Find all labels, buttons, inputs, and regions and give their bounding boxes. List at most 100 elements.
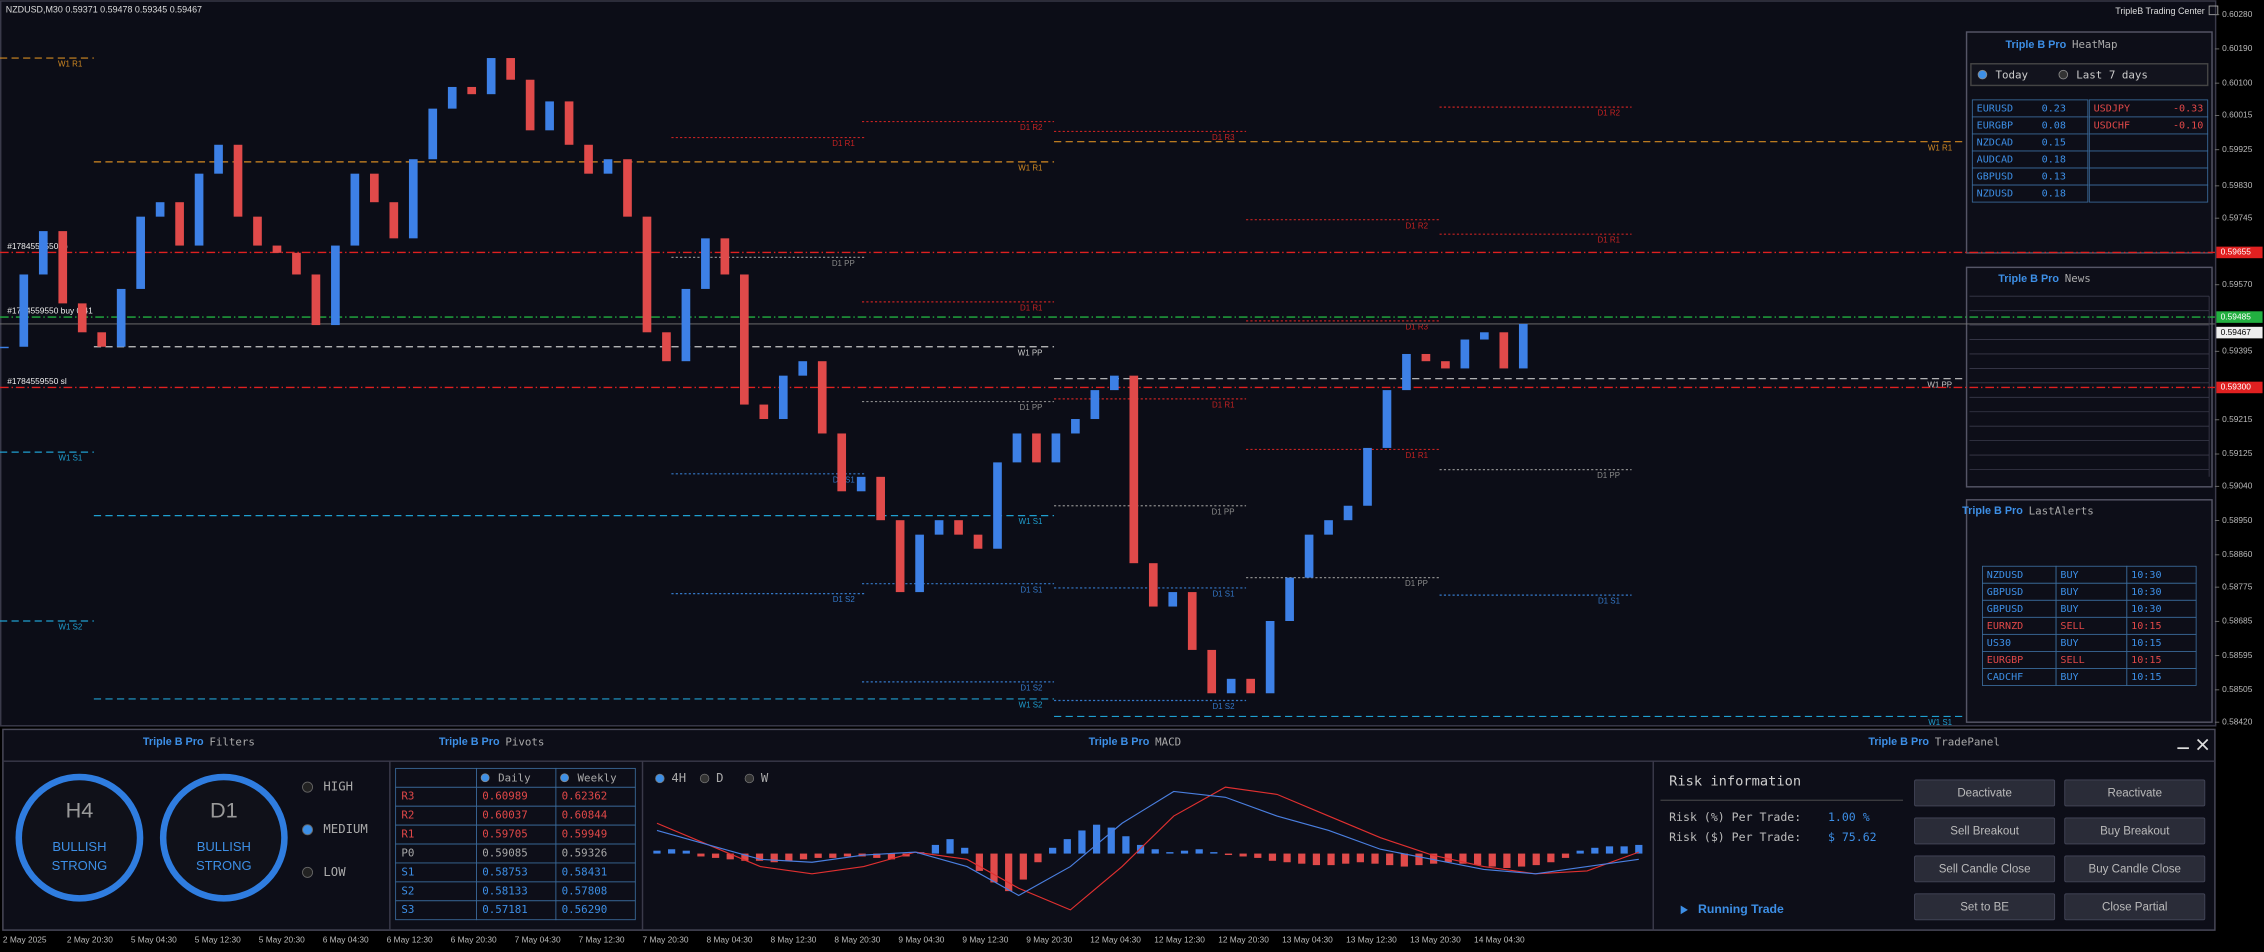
running-arrow	[1680, 905, 1688, 915]
candle	[584, 144, 593, 174]
candle	[837, 433, 847, 492]
pivot-level-label: D1 R3	[1405, 322, 1428, 331]
panel-brand: Triple B Pro	[1998, 273, 2059, 285]
x-tick-label: 5 May 12:30	[195, 934, 241, 944]
macd-bar	[1195, 849, 1203, 854]
alert-text: 10:15	[2131, 672, 2161, 683]
radio[interactable]	[302, 824, 314, 836]
candle	[233, 144, 243, 217]
close-button[interactable]	[2196, 738, 2209, 751]
radio[interactable]	[302, 866, 314, 878]
candle	[389, 202, 399, 239]
pivot-level-label: W1 R1	[1928, 143, 1953, 152]
macd-bar	[1400, 853, 1408, 867]
x-tick-label: 7 May 04:30	[515, 934, 561, 944]
pivot-level-label: D1 S1	[1212, 589, 1235, 598]
macd-bar	[961, 847, 969, 854]
radio[interactable]	[302, 781, 314, 793]
pair: NZDUSD	[1977, 189, 2013, 200]
panel-brand: Triple B Pro	[1089, 736, 1150, 748]
pivot-level-label: D1 S2	[833, 595, 856, 604]
gauge	[15, 773, 144, 902]
pivot-level-label: W1 S2	[1019, 701, 1043, 710]
x-tick-label: 6 May 04:30	[323, 934, 369, 944]
candle	[136, 216, 145, 289]
pair: USDCHF	[2094, 121, 2130, 132]
candle	[740, 274, 749, 405]
strength: -0.33	[2173, 104, 2203, 115]
pivot-text: 0.60037	[482, 809, 528, 822]
y-tick-label: 0.59830	[2222, 180, 2253, 190]
radio[interactable]	[1977, 69, 1988, 80]
candle	[915, 534, 924, 593]
pivot-text: 0.57808	[562, 884, 608, 897]
candle	[817, 361, 827, 434]
x-tick-label: 8 May 20:30	[834, 934, 880, 944]
pivot-text: 0.59085	[482, 847, 528, 860]
button[interactable]	[2064, 893, 2206, 921]
macd-bar	[1224, 853, 1233, 856]
risk-value: 1.00 %	[1828, 810, 1870, 824]
button-label: Set to BE	[1960, 902, 2009, 914]
button[interactable]	[1914, 817, 2056, 845]
radio[interactable]	[655, 773, 665, 784]
pivot-level-label: D1 R2	[1598, 109, 1621, 118]
y-tick-label: 0.58595	[2222, 650, 2253, 660]
macd-bar	[1635, 844, 1643, 854]
candle	[1265, 621, 1275, 694]
news-panel	[1965, 266, 2213, 488]
pivot-text: R2	[401, 809, 414, 822]
radio[interactable]	[2058, 69, 2069, 80]
x-tick-label: 13 May 12:30	[1346, 934, 1397, 944]
macd-bar	[829, 853, 837, 858]
pivot-text: 0.58753	[482, 865, 528, 878]
alert-text: 10:30	[2131, 604, 2161, 615]
macd-bar	[1488, 853, 1496, 867]
candle	[876, 476, 885, 521]
macd-bar	[1239, 853, 1247, 857]
macd-bar	[668, 849, 676, 854]
radio[interactable]	[560, 773, 569, 783]
candle	[545, 101, 554, 131]
panel-title: MACD	[1155, 735, 1181, 748]
radio-label: Last 7 days	[2076, 68, 2148, 81]
macd-bar	[1005, 853, 1013, 892]
pair: AUDCAD	[1977, 155, 2013, 166]
macd-bar	[1283, 853, 1291, 863]
pivot-level-label: W1 R1	[58, 60, 83, 69]
y-tick-label: 0.60015	[2222, 110, 2253, 120]
y-tick-label: 0.58420	[2222, 716, 2253, 726]
pivot-text: 0.58133	[482, 884, 528, 897]
button[interactable]	[1914, 893, 2056, 921]
macd-bar	[1532, 853, 1540, 866]
macd-bar	[726, 853, 734, 860]
pivot-text: 0.59705	[482, 828, 528, 841]
panel-title: Pivots	[505, 735, 544, 748]
heat-cell	[2088, 167, 2209, 186]
button[interactable]	[2064, 779, 2206, 807]
radio[interactable]	[480, 773, 490, 783]
button[interactable]	[1914, 779, 2056, 807]
macd-bar	[873, 853, 881, 858]
pivot-col: Daily	[498, 771, 531, 784]
x-tick-label: 6 May 20:30	[451, 934, 497, 944]
pivot-level-label: D1 R1	[1598, 236, 1621, 245]
macd-bar	[1430, 853, 1438, 864]
candle	[993, 462, 1002, 549]
x-tick-label: 8 May 12:30	[770, 934, 816, 944]
candle	[856, 476, 866, 492]
candle	[1168, 592, 1178, 607]
button[interactable]	[2064, 855, 2206, 883]
button[interactable]	[2064, 817, 2206, 845]
candle	[19, 274, 29, 347]
radio[interactable]	[699, 773, 710, 784]
x-tick-label: 8 May 04:30	[706, 934, 752, 944]
price-box-label: 0.59300	[2221, 382, 2252, 392]
brand: TripleB Trading Center	[2115, 6, 2205, 16]
button[interactable]	[1914, 855, 2056, 883]
y-tick-label: 0.59215	[2222, 414, 2253, 424]
alert-text: BUY	[2060, 587, 2078, 598]
risk-value: $ 75.62	[1828, 830, 1877, 844]
pivot-level-label: D1 PP	[1405, 579, 1428, 588]
radio[interactable]	[744, 773, 755, 784]
